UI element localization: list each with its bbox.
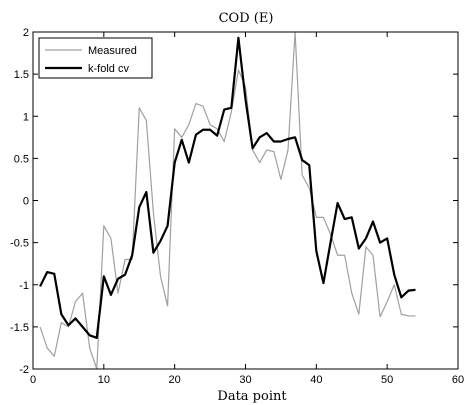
chart-title: COD (E) bbox=[219, 11, 274, 26]
legend-box bbox=[38, 37, 153, 79]
y-tick-label: 1.5 bbox=[14, 69, 29, 81]
x-tick-label: 40 bbox=[310, 374, 322, 386]
x-tick-label: 50 bbox=[381, 374, 393, 386]
y-tick-label: -1.5 bbox=[10, 322, 29, 334]
y-tick-label: -0.5 bbox=[10, 238, 29, 250]
legend: Measured k-fold cv bbox=[38, 37, 153, 79]
x-tick-label: 30 bbox=[239, 374, 251, 386]
x-tick-label: 10 bbox=[98, 374, 110, 386]
y-tick-label: 1 bbox=[23, 111, 29, 123]
y-tick-label: -2 bbox=[19, 364, 29, 376]
y-tick-label: 0 bbox=[23, 196, 29, 208]
y-tick-label: 2 bbox=[23, 27, 29, 39]
x-tick-label: 60 bbox=[452, 374, 464, 386]
x-tick-label: 0 bbox=[30, 374, 36, 386]
legend-label-kfold-cv: k-fold cv bbox=[88, 63, 129, 75]
series-layer bbox=[39, 31, 416, 370]
y-tick-label: -1 bbox=[19, 280, 29, 292]
ticks-layer: 0 10 20 30 40 50 60 -2 -1.5 -1 -0.5 0 0.5 1 1.5 2 bbox=[10, 27, 464, 386]
legend-label-measured: Measured bbox=[88, 45, 137, 57]
series-line-measured bbox=[39, 31, 416, 370]
x-tick-label: 20 bbox=[169, 374, 181, 386]
y-tick-label: 0.5 bbox=[14, 153, 29, 165]
series-line-kfold-cv bbox=[39, 36, 416, 339]
x-axis-label: Data point bbox=[217, 389, 287, 404]
